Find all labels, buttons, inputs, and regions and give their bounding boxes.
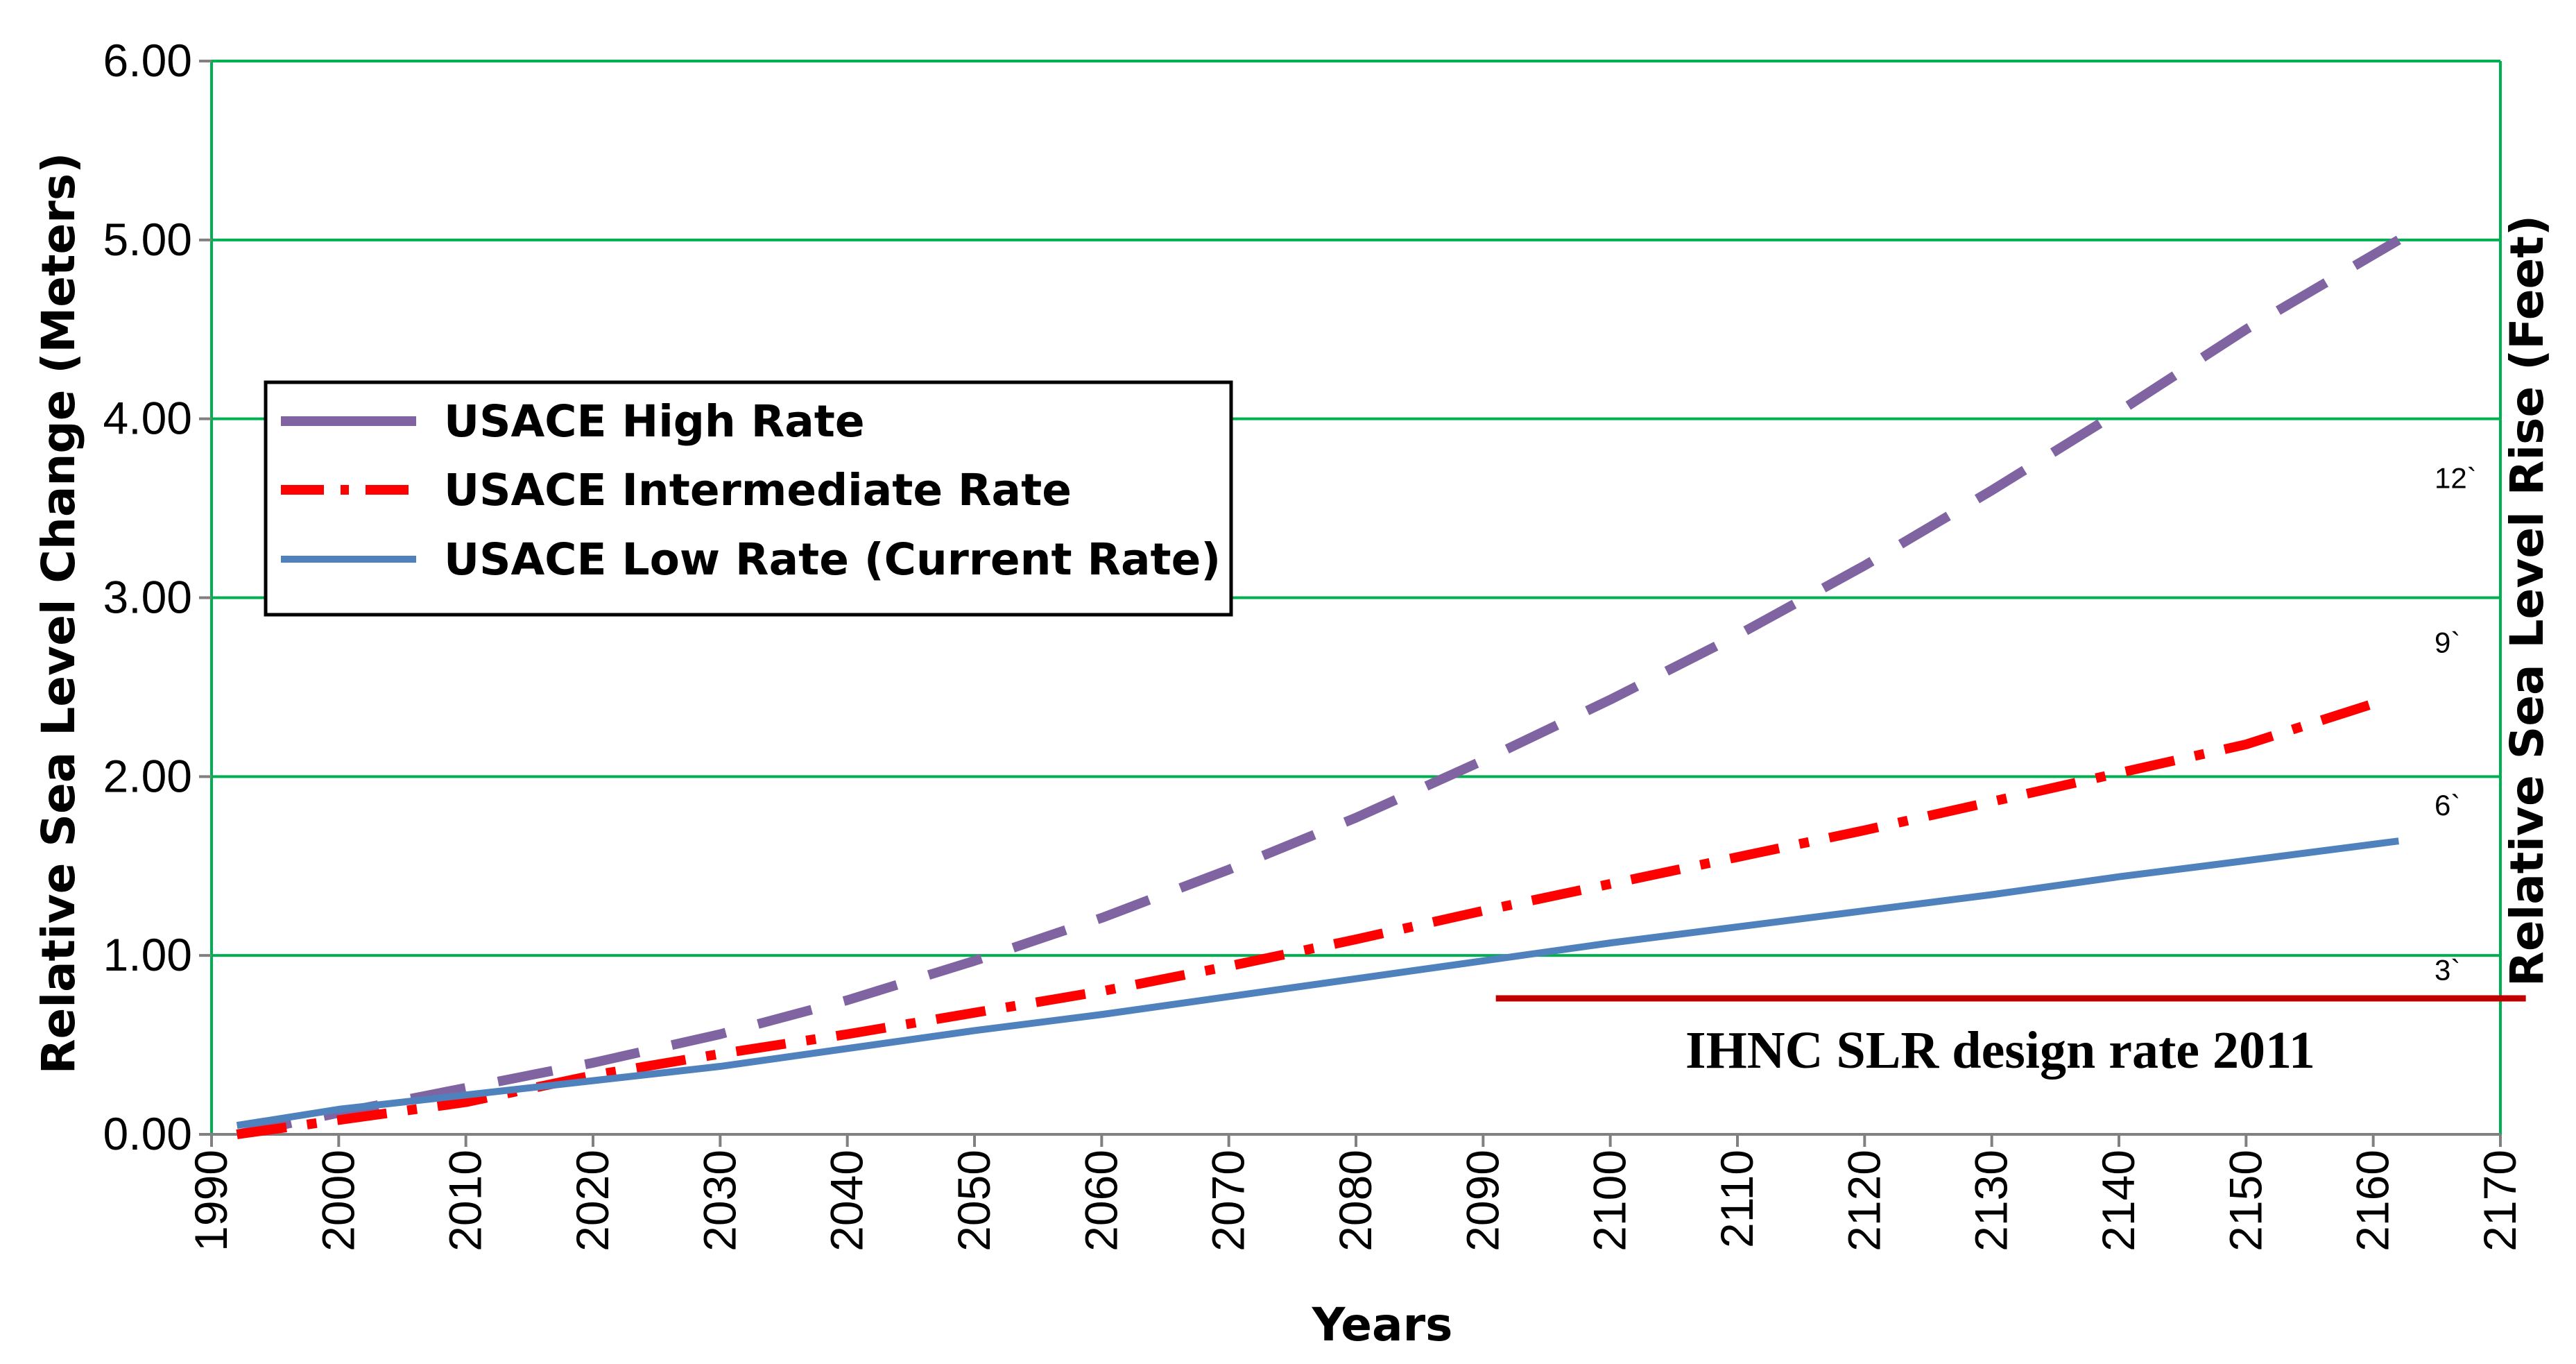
design-rate-label: IHNC SLR design rate 2011 — [1685, 1021, 2315, 1080]
x-tick-label: 2020 — [567, 1150, 618, 1252]
legend-label-2: USACE Intermediate Rate — [444, 465, 1072, 515]
x-tick-label: 2120 — [1838, 1150, 1889, 1252]
x-tick-label: 2130 — [1966, 1150, 2017, 1252]
y-tick-label: 2.00 — [103, 750, 192, 801]
x-tick-label: 2140 — [2093, 1150, 2144, 1252]
legend-box — [264, 380, 1233, 617]
x-tick-label: 2060 — [1075, 1150, 1126, 1252]
x-tick-label: 2000 — [312, 1150, 363, 1252]
x-tick-label: 2030 — [694, 1150, 745, 1252]
axes — [199, 60, 2502, 1147]
x-tick-label: 1990 — [185, 1150, 237, 1252]
y-tick-label: 6.00 — [103, 35, 192, 86]
legend-label-1: USACE High Rate — [444, 396, 865, 447]
x-tick-label: 2100 — [1584, 1150, 1635, 1252]
x-tick-label: 2050 — [948, 1150, 999, 1252]
feet-label: 3` — [2435, 953, 2460, 986]
design-rate: IHNC SLR design rate 2011 — [1495, 995, 2526, 1080]
x-tick-label: 2010 — [440, 1150, 491, 1252]
x-tick-label: 2070 — [1203, 1150, 1254, 1252]
legend: USACE High Rate USACE Intermediate Rate US… — [264, 380, 1233, 617]
y-tick-label: 5.00 — [103, 214, 192, 265]
y-axis-title: Relative Sea Level Change (Meters) — [32, 153, 85, 1075]
legend-label-3: USACE Low Rate (Current Rate) — [444, 534, 1221, 585]
tick-labels: 0.00 1.00 2.00 3.00 4.00 5.00 6.00 1990 2000 2010… — [103, 35, 2525, 1252]
series-line-1 — [236, 235, 2401, 1139]
series-lines — [236, 235, 2401, 1139]
y-tick-label: 3.00 — [103, 572, 192, 623]
x-tick-label: 2150 — [2219, 1150, 2271, 1252]
y-tick-label: 4.00 — [103, 393, 192, 444]
feet-label: 12` — [2435, 461, 2477, 494]
x-tick-label: 2170 — [2474, 1150, 2525, 1252]
feet-label: 6` — [2435, 789, 2460, 821]
x-tick-label: 2110 — [1711, 1150, 1762, 1248]
x-axis-title: Years — [1312, 1298, 1453, 1352]
x-tick-label: 2090 — [1457, 1150, 1508, 1252]
y-tick-label: 1.00 — [103, 929, 192, 980]
feet-label: 9` — [2435, 626, 2460, 659]
x-tick-label: 2080 — [1330, 1150, 1381, 1252]
x-tick-label: 2160 — [2347, 1150, 2398, 1252]
x-tick-label: 2040 — [821, 1150, 873, 1252]
y-tick-label: 0.00 — [103, 1108, 192, 1159]
y2-axis-title: Relative Sea Level Rise (Feet) — [2500, 215, 2554, 987]
feet-labels: 3` 6` 9` 12` — [2435, 461, 2477, 986]
series-line-3 — [236, 837, 2399, 1129]
